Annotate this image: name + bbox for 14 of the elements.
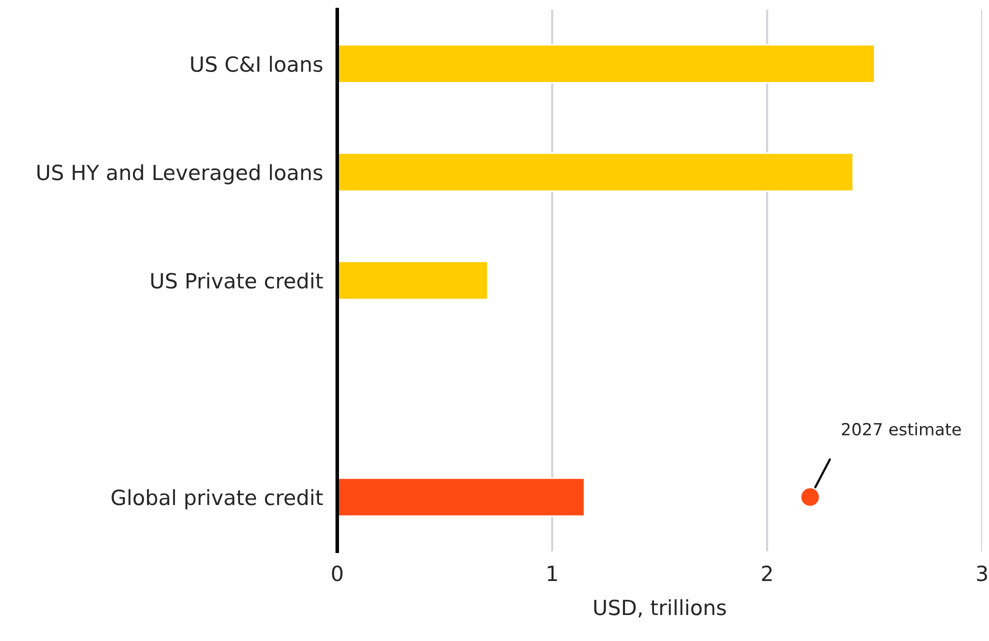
bar [337,44,876,84]
bar [337,477,586,517]
bar [337,152,854,192]
y-tick-label: Global private credit [112,489,323,510]
y-tick-label: US C&I loans [191,56,322,72]
y-tick-label: US HY and Leveraged loans [37,164,322,184]
x-axis-title: USD, trillions [594,599,726,618]
y-tick-label: US Private credit [151,272,323,289]
x-tick-label: 0 [332,566,342,582]
x-tick-label: 3 [977,566,988,582]
bar [337,260,488,300]
x-tick-label: 1 [548,566,557,581]
annotation: 2027 estimate [842,422,961,436]
x-tick-label: 2 [762,566,772,581]
